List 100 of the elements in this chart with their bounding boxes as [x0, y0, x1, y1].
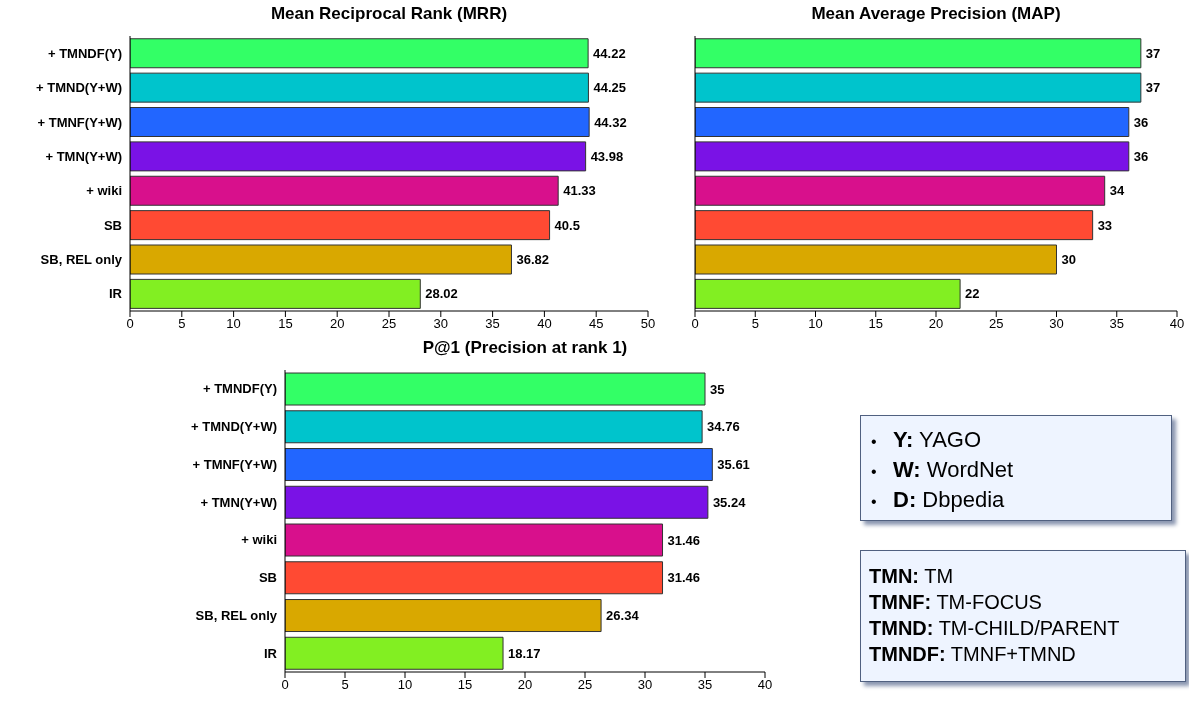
data-label: 35.61 [717, 457, 750, 473]
text: TMN: TM [869, 564, 955, 589]
y-tick-label: IR [109, 286, 123, 302]
y-tick-label: + TMNF(Y+W) [37, 114, 122, 130]
y-tick-label: SB [103, 217, 122, 233]
x-tick-label: 30 [637, 677, 653, 693]
y-tick-label: + TMND(Y+W) [36, 80, 122, 96]
bar [285, 523, 664, 557]
data-label: 36 [1133, 114, 1149, 130]
data-label: 44.32 [594, 114, 627, 130]
bar [130, 244, 512, 275]
data-label: 35.24 [712, 494, 747, 510]
x-tick-label: 25 [577, 677, 593, 693]
x-tick-label: 0 [281, 677, 289, 693]
x-tick-label: 25 [989, 316, 1004, 332]
x-tick-label: 20 [329, 316, 345, 332]
x-tick-label: 45 [588, 316, 604, 332]
bar [695, 141, 1130, 172]
bar [130, 141, 587, 172]
y-tick-label: IR [264, 645, 278, 661]
data-label: 36 [1133, 148, 1149, 164]
data-label: 34.76 [707, 419, 740, 435]
bar [285, 372, 706, 406]
y-tick-label: + wiki [241, 532, 277, 548]
y-tick-label: + wiki [86, 183, 122, 199]
x-tick-label: 20 [928, 316, 944, 332]
text: TMND: TM-CHILD/PARENT [869, 616, 1121, 641]
data-label: 44.22 [593, 45, 626, 61]
data-label: 43.98 [590, 148, 624, 164]
x-tick-label: 15 [868, 316, 883, 332]
y-tick-label: + TMN(Y+W) [200, 494, 277, 510]
bar [695, 107, 1130, 137]
bar [130, 72, 589, 103]
data-label: 22 [965, 286, 980, 302]
x-tick-label: 0 [691, 316, 699, 332]
x-tick-label: 10 [226, 316, 241, 332]
data-label: 35 [710, 381, 725, 397]
bar [130, 175, 559, 206]
bar [285, 410, 703, 444]
x-tick-label: 5 [341, 677, 349, 693]
x-tick-label: 40 [757, 677, 773, 693]
data-label: 31.46 [667, 570, 701, 586]
x-tick-label: 35 [697, 677, 713, 693]
bar [130, 210, 551, 241]
bar [285, 636, 504, 670]
text: TMNF: TM-FOCUS [869, 590, 1043, 615]
text: • D: Dbpedia [871, 486, 1006, 514]
text: TMNDF: TMNF+TMND [869, 642, 1077, 667]
bar [285, 485, 709, 519]
x-tick-label: 35 [485, 316, 500, 332]
text: • Y: YAGO [871, 426, 983, 454]
x-tick-label: 35 [1109, 316, 1124, 332]
data-label: 28.02 [425, 286, 458, 302]
x-tick-label: 15 [278, 316, 293, 332]
data-label: 40.5 [554, 217, 580, 233]
data-label: 37 [1145, 80, 1161, 96]
y-tick-label: + TMND(Y+W) [191, 419, 277, 435]
data-label: 31.46 [667, 532, 701, 548]
y-tick-label: + TMNDF(Y) [202, 381, 277, 397]
x-tick-label: 25 [381, 316, 397, 332]
x-tick-label: 10 [808, 316, 823, 332]
data-label: 18.17 [508, 645, 541, 661]
bar [695, 175, 1106, 206]
text: • W: WordNet [871, 456, 1015, 484]
y-tick-label: + TMNF(Y+W) [192, 456, 277, 472]
x-tick-label: 40 [1169, 316, 1185, 332]
y-tick-label: SB, REL only [195, 607, 278, 623]
chart-title: Mean Reciprocal Rank (MRR) [269, 4, 509, 25]
data-label: 37 [1145, 45, 1161, 61]
bar [285, 561, 664, 595]
data-label: 34 [1109, 183, 1125, 199]
bar [285, 448, 713, 482]
x-tick-label: 10 [397, 677, 413, 693]
x-tick-label: 5 [751, 316, 759, 332]
x-tick-label: 30 [1049, 316, 1064, 332]
bar [130, 278, 421, 309]
bar [695, 278, 961, 309]
data-label: 36.82 [516, 252, 549, 268]
y-tick-label: SB [258, 570, 277, 586]
chart-title: P@1 (Precision at rank 1) [421, 338, 629, 359]
data-label: 44.25 [593, 80, 626, 96]
bar [695, 72, 1142, 103]
y-tick-label: + TMNDF(Y) [47, 45, 122, 61]
bar [695, 38, 1142, 69]
x-tick-label: 30 [433, 316, 449, 332]
x-tick-label: 0 [126, 316, 134, 332]
chart-title: Mean Average Precision (MAP) [810, 4, 1062, 25]
bar [695, 210, 1094, 241]
data-label: 26.34 [606, 608, 640, 624]
bar [285, 599, 602, 633]
x-tick-label: 15 [457, 677, 473, 693]
y-tick-label: + TMN(Y+W) [45, 148, 122, 164]
bar [130, 38, 589, 69]
data-label: 30 [1061, 252, 1076, 268]
bar [130, 107, 590, 137]
y-tick-label: SB, REL only [40, 252, 123, 268]
data-label: 33 [1097, 217, 1113, 233]
x-tick-label: 40 [537, 316, 552, 332]
data-label: 41.33 [563, 183, 596, 199]
x-tick-label: 20 [517, 677, 533, 693]
